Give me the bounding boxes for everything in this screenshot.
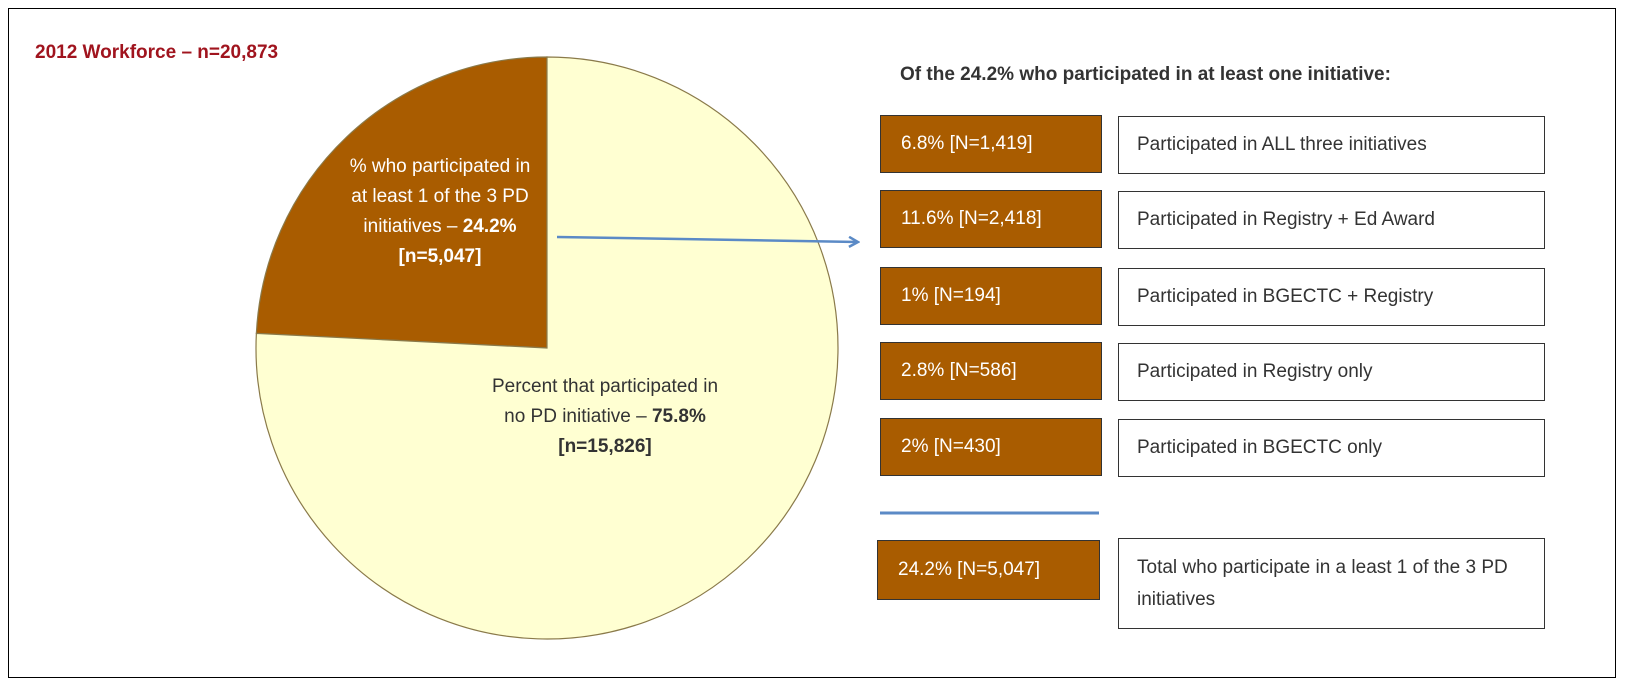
- description-box: Participated in Registry + Ed Award: [1118, 191, 1545, 249]
- total-count-box: 24.2% [N=5,047]: [877, 540, 1100, 600]
- slice-label: % who participated in at least 1 of the …: [340, 152, 540, 272]
- count-box: 2.8% [N=586]: [880, 342, 1102, 400]
- description-box: Participated in BGECTC only: [1118, 419, 1545, 477]
- count-box: 1% [N=194]: [880, 267, 1102, 325]
- description-box: Participated in ALL three initiatives: [1118, 116, 1545, 174]
- slice-label: Percent that participated in no PD initi…: [485, 372, 725, 462]
- pie-slice: [255, 56, 839, 640]
- pie-slice: [255, 56, 548, 349]
- slice-category: % who participated in at least 1 of the …: [349, 156, 531, 237]
- count-box: 2% [N=430]: [880, 418, 1102, 476]
- breakdown-heading: Of the 24.2% who participated in at leas…: [900, 64, 1391, 85]
- count-box: 11.6% [N=2,418]: [880, 190, 1102, 248]
- slice-value-label: 75.8% [n=15,826]: [558, 406, 706, 457]
- total-description-box: Total who participate in a least 1 of th…: [1118, 538, 1545, 629]
- slice-value-label: 24.2% [n=5,047]: [398, 216, 517, 267]
- description-box: Participated in Registry only: [1118, 343, 1545, 401]
- slice-category: Percent that participated in no PD initi…: [491, 376, 719, 427]
- chart-title: 2012 Workforce – n=20,873: [35, 42, 279, 63]
- frame: [8, 8, 1616, 678]
- count-box: 6.8% [N=1,419]: [880, 115, 1102, 173]
- arrow: [556, 235, 858, 242]
- description-box: Participated in BGECTC + Registry: [1118, 268, 1545, 326]
